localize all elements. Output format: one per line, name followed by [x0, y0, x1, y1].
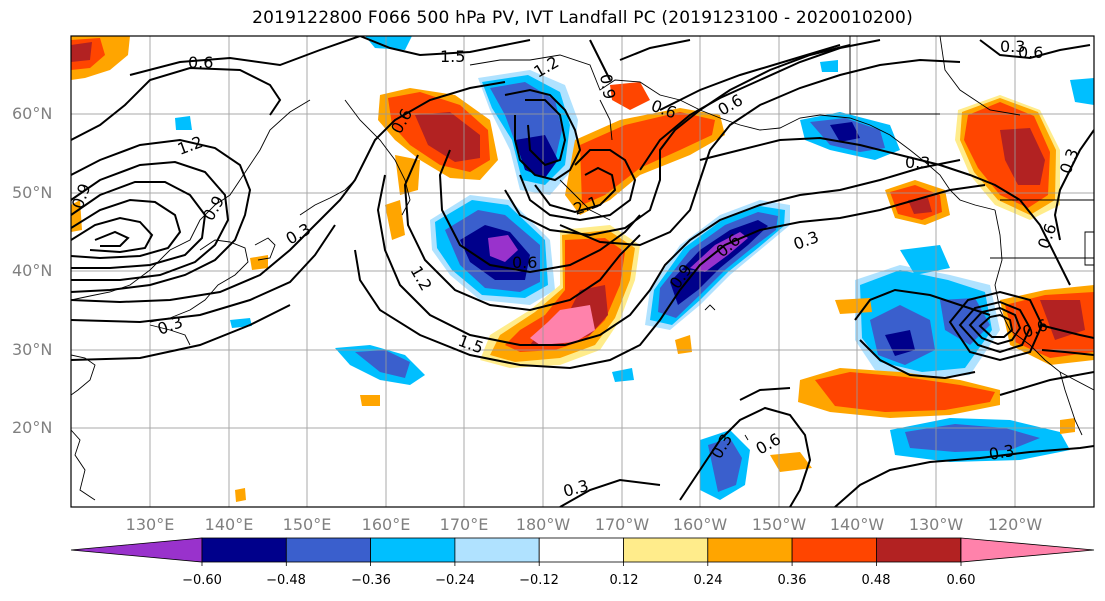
- anomaly-positive: [1000, 128, 1045, 185]
- anomaly-positive: [385, 200, 405, 240]
- colorbar-bin: [707, 537, 793, 563]
- lon-label: 140°W: [829, 515, 885, 534]
- colorbar-bin: [285, 537, 371, 563]
- colorbar-tick-label: −0.60: [182, 573, 222, 588]
- anomaly-positive: [908, 198, 932, 214]
- lat-label: 50°N: [12, 183, 53, 202]
- anomaly-positive: [610, 82, 650, 110]
- lon-label: 150°W: [751, 515, 807, 534]
- lat-label: 40°N: [12, 261, 53, 280]
- lat-label: 60°N: [12, 104, 53, 123]
- contour-label: 0.3: [1000, 37, 1025, 56]
- lon-label: 180°W: [515, 515, 571, 534]
- colorbar-tick-label: −0.48: [266, 573, 306, 588]
- lon-label: 170°W: [594, 515, 650, 534]
- colorbar-tick-label: 0.12: [609, 573, 639, 588]
- colorbar-tick-label: 0.36: [777, 573, 807, 588]
- anomaly-positive: [770, 452, 812, 472]
- anomaly-negative: [905, 424, 1040, 452]
- lon-label: 140°E: [204, 515, 254, 534]
- contour-label: 0.6: [1018, 43, 1043, 62]
- colorbar-tick-label: −0.24: [435, 573, 475, 588]
- anomaly-positive: [71, 42, 92, 62]
- lon-label: 130°W: [908, 515, 964, 534]
- colorbar-bin: [201, 537, 287, 563]
- anomaly-negative: [365, 36, 412, 50]
- contour-label: 0.9: [596, 72, 619, 100]
- anomaly-positive: [1040, 300, 1085, 340]
- colorbar-bin: [623, 537, 709, 563]
- contour-label: 0.6: [188, 53, 213, 72]
- colorbar-bin: [876, 537, 962, 563]
- lat-label: 20°N: [12, 418, 53, 437]
- colorbar-bin: [370, 537, 456, 563]
- anomaly-positive: [815, 372, 995, 412]
- anomaly-negative: [612, 368, 634, 382]
- contour-label: 0.6: [512, 253, 537, 272]
- anomaly-negative: [820, 60, 838, 72]
- lon-label: 150°E: [282, 515, 332, 534]
- colorbar-tick-label: 0.60: [946, 573, 976, 588]
- colorbar-tick-label: 0.48: [861, 573, 891, 588]
- anomaly-negative: [488, 235, 518, 262]
- colorbar-bin: [791, 537, 877, 563]
- contour-label: 0.3: [987, 441, 1015, 464]
- colorbar-bin: [454, 537, 540, 563]
- map-frame: [70, 35, 1095, 508]
- lon-label: 160°W: [672, 515, 728, 534]
- anomaly-negative: [175, 116, 192, 130]
- contour-label: 1.5: [440, 47, 465, 66]
- colorbar: [70, 537, 1095, 566]
- anomaly-negative: [355, 350, 410, 378]
- map-title: 2019122800 F066 500 hPa PV, IVT Landfall…: [252, 8, 913, 28]
- lon-label: 170°E: [439, 515, 489, 534]
- anomaly-negative: [708, 438, 742, 492]
- anomaly-positive: [530, 305, 595, 345]
- colorbar-tick-label: −0.12: [519, 573, 559, 588]
- lat-label: 30°N: [12, 340, 53, 359]
- shaded-anomaly-fields: [71, 36, 1094, 502]
- anomaly-positive: [1060, 418, 1075, 434]
- coastlines: [71, 36, 1094, 501]
- colorbar-bin: [538, 537, 624, 563]
- colorbar-min-arrow: [70, 537, 203, 563]
- anomaly-positive: [675, 335, 692, 354]
- anomaly-positive: [235, 488, 246, 502]
- colorbar-max-arrow: [960, 537, 1095, 563]
- anomaly-negative: [1070, 78, 1094, 105]
- lon-label: 130°E: [125, 515, 175, 534]
- lon-label: 120°W: [987, 515, 1043, 534]
- anomaly-negative: [900, 245, 950, 275]
- lon-label: 160°E: [361, 515, 411, 534]
- colorbar-tick-label: 0.24: [693, 573, 723, 588]
- contour-label: 0.3: [905, 153, 930, 172]
- anomaly-positive: [360, 395, 380, 406]
- colorbar-tick-label: −0.36: [351, 573, 391, 588]
- pv-contours: [71, 36, 1094, 507]
- anomaly-negative: [830, 122, 860, 142]
